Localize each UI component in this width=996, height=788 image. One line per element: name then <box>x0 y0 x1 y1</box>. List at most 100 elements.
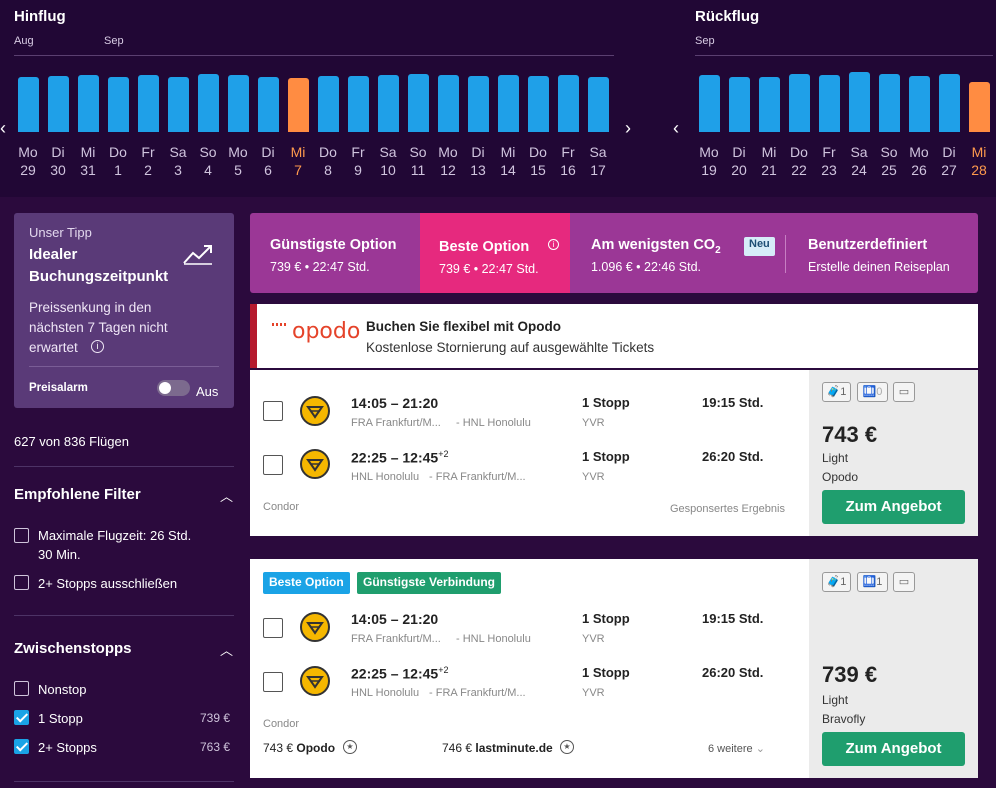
price-bar[interactable] <box>438 75 459 132</box>
price-alarm-label: Preisalarm <box>29 382 88 394</box>
calendar-day[interactable]: Fr 16 <box>553 143 583 179</box>
nonstop-checkbox[interactable] <box>14 681 29 696</box>
select-outbound-checkbox[interactable] <box>263 618 283 638</box>
price-bar[interactable] <box>498 75 519 132</box>
calendar-day[interactable]: So 11 <box>403 143 433 179</box>
info-icon[interactable]: i <box>548 239 559 250</box>
select-return-checkbox[interactable] <box>263 455 283 475</box>
condor-icon <box>306 622 324 635</box>
price-bar[interactable] <box>759 77 780 132</box>
day-number: 16 <box>560 162 576 178</box>
calendar-day[interactable]: Mo 19 <box>694 143 724 179</box>
flight-result-card[interactable]: Beste Option Günstigste Verbindung 🧳1 🛄1… <box>250 559 978 778</box>
calendar-day[interactable]: Do 22 <box>784 143 814 179</box>
calendar-day[interactable]: Mo 5 <box>223 143 253 179</box>
calendar-day[interactable]: Sa 24 <box>844 143 874 179</box>
max-duration-checkbox[interactable] <box>14 528 29 543</box>
price-bar[interactable] <box>48 76 69 132</box>
price-bar[interactable] <box>348 76 369 132</box>
day-number: 28 <box>971 162 987 178</box>
calendar-day[interactable]: Mi 31 <box>73 143 103 179</box>
tab-co2[interactable]: Am wenigsten CO2 Neu 1.096 € • 22:46 Std… <box>570 213 785 293</box>
price-bar[interactable] <box>819 75 840 132</box>
offer-button[interactable]: Zum Angebot <box>822 732 965 766</box>
tab-co2-title: Am wenigsten CO2 <box>591 237 721 256</box>
calendar-day[interactable]: Sa 17 <box>583 143 613 179</box>
calendar-day[interactable]: So 25 <box>874 143 904 179</box>
calendar-day[interactable]: Mi 7 <box>283 143 313 179</box>
price-bar[interactable] <box>198 74 219 132</box>
chevron-left-icon[interactable]: ‹ <box>673 118 679 138</box>
alt-offer-opodo[interactable]: 743 € Opodo <box>263 741 335 755</box>
price-bar[interactable] <box>378 75 399 132</box>
calendar-day[interactable]: Do 15 <box>523 143 553 179</box>
price-bar[interactable] <box>909 76 930 132</box>
price-bar[interactable] <box>879 74 900 132</box>
calendar-day[interactable]: Mi 28 <box>964 143 994 179</box>
chevron-left-icon[interactable]: ‹ <box>0 118 6 138</box>
trend-chart-icon <box>183 245 212 265</box>
price-bar[interactable] <box>408 74 429 132</box>
calendar-day[interactable]: Do 1 <box>103 143 133 179</box>
calendar-day[interactable]: Mi 14 <box>493 143 523 179</box>
more-offers-link[interactable]: 6 weitere ⌄ <box>708 742 765 755</box>
price-bar[interactable] <box>78 75 99 132</box>
price-bar[interactable] <box>969 82 990 132</box>
calendar-day[interactable]: Di 13 <box>463 143 493 179</box>
chevron-up-icon[interactable]: ︿ <box>220 643 234 658</box>
offer-button[interactable]: Zum Angebot <box>822 490 965 524</box>
one-stop-checkbox[interactable] <box>14 710 29 725</box>
calendar-day[interactable]: Di 27 <box>934 143 964 179</box>
calendar-day[interactable]: Fr 23 <box>814 143 844 179</box>
price-bar[interactable] <box>558 75 579 132</box>
price-bar[interactable] <box>168 77 189 132</box>
price-bar[interactable] <box>318 76 339 132</box>
checked-bag-indicator: 🛄1 <box>857 572 888 592</box>
calendar-day[interactable]: Sa 3 <box>163 143 193 179</box>
chevron-right-icon[interactable]: › <box>625 118 631 138</box>
calendar-day[interactable]: Do 8 <box>313 143 343 179</box>
tab-best[interactable]: Beste Option i 739 € • 22:47 Std. <box>420 213 570 293</box>
price-bar[interactable] <box>228 75 249 132</box>
chevron-up-icon[interactable]: ︿ <box>220 489 234 504</box>
calendar-day[interactable]: Di 20 <box>724 143 754 179</box>
calendar-day[interactable]: Mo 26 <box>904 143 934 179</box>
calendar-day[interactable]: Fr 2 <box>133 143 163 179</box>
price-bar[interactable] <box>699 75 720 132</box>
opodo-ad-banner[interactable]: opodo Buchen Sie flexibel mit Opodo Kost… <box>250 304 978 368</box>
select-outbound-checkbox[interactable] <box>263 401 283 421</box>
calendar-day[interactable]: Sa 10 <box>373 143 403 179</box>
price-bar[interactable] <box>288 78 309 132</box>
price-bar[interactable] <box>468 76 489 132</box>
day-number: 25 <box>881 162 897 178</box>
calendar-day[interactable]: Fr 9 <box>343 143 373 179</box>
price-alarm-toggle[interactable] <box>157 380 190 396</box>
calendar-day[interactable]: Di 6 <box>253 143 283 179</box>
alt-offer-lastminute[interactable]: 746 € lastminute.de <box>442 741 553 755</box>
price-bar[interactable] <box>588 77 609 132</box>
return-title: Rückflug <box>695 8 760 25</box>
price-bar[interactable] <box>258 77 279 132</box>
tab-custom[interactable]: Benutzerdefiniert Erstelle deinen Reisep… <box>786 213 978 293</box>
calendar-day[interactable]: Mo 12 <box>433 143 463 179</box>
calendar-day[interactable]: Di 30 <box>43 143 73 179</box>
weekday-label: Fr <box>822 144 836 160</box>
select-return-checkbox[interactable] <box>263 672 283 692</box>
price-bar[interactable] <box>528 76 549 132</box>
calendar-day[interactable]: Mo 29 <box>13 143 43 179</box>
price-bar[interactable] <box>789 74 810 132</box>
info-icon[interactable]: i <box>91 340 104 353</box>
exclude-stops-checkbox[interactable] <box>14 575 29 590</box>
two-stop-checkbox[interactable] <box>14 739 29 754</box>
price-bar[interactable] <box>849 72 870 132</box>
price-bar[interactable] <box>729 77 750 132</box>
price-bar[interactable] <box>18 77 39 132</box>
price-bar[interactable] <box>939 74 960 132</box>
day-number: 8 <box>324 162 332 178</box>
price-bar[interactable] <box>138 75 159 132</box>
price-bar[interactable] <box>108 77 129 132</box>
calendar-day[interactable]: Mi 21 <box>754 143 784 179</box>
flight-result-card[interactable]: 🧳1 🛄0 ▭ 14:05 – 21:20 FRA Frankfurt/M...… <box>250 370 978 536</box>
tab-cheapest[interactable]: Günstigste Option 739 € • 22:47 Std. <box>250 213 420 293</box>
calendar-day[interactable]: So 4 <box>193 143 223 179</box>
